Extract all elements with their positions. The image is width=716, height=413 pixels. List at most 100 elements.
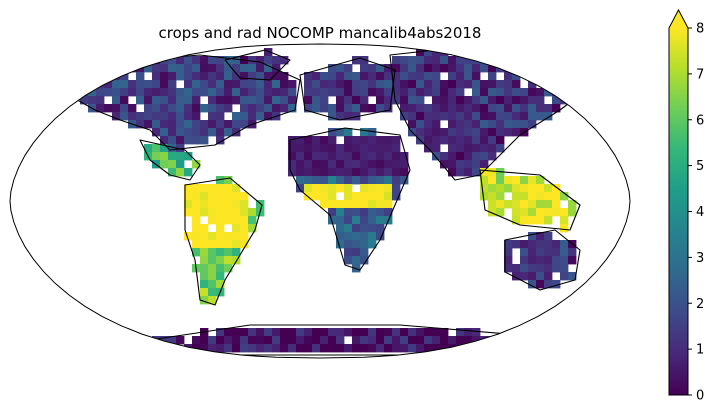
grid-cell	[192, 88, 201, 97]
grid-cell	[392, 80, 401, 89]
grid-cell	[344, 80, 353, 89]
grid-cell	[488, 344, 497, 353]
grid-cell	[304, 144, 313, 153]
grid-cell	[384, 136, 393, 145]
grid-cell	[384, 200, 393, 209]
grid-cell	[512, 104, 521, 113]
grid-cell	[536, 272, 545, 281]
grid-cell	[320, 80, 329, 89]
grid-cell	[104, 64, 113, 73]
grid-cell	[216, 200, 225, 209]
grid-cell	[208, 120, 217, 129]
grid-cell	[328, 336, 337, 345]
grid-cell	[360, 72, 369, 81]
grid-cell	[184, 232, 193, 241]
grid-cell	[568, 256, 577, 265]
grid-cell	[544, 184, 553, 193]
grid-cell	[336, 168, 345, 177]
grid-cell	[552, 256, 561, 265]
grid-cell	[256, 64, 265, 73]
grid-cell	[448, 96, 457, 105]
grid-cell	[480, 96, 489, 105]
grid-cell	[528, 256, 537, 265]
grid-cell	[464, 168, 473, 177]
grid-cell	[192, 240, 201, 249]
grid-cell	[392, 168, 401, 177]
grid-cell	[224, 216, 233, 225]
grid-cell	[392, 160, 401, 169]
grid-cell	[192, 224, 201, 233]
grid-cell	[448, 120, 457, 129]
grid-cell	[368, 136, 377, 145]
grid-cell	[96, 72, 105, 81]
grid-cell	[464, 112, 473, 121]
grid-cell	[376, 336, 385, 345]
grid-cell	[384, 80, 393, 89]
grid-cell	[376, 96, 385, 105]
grid-cell	[352, 232, 361, 241]
grid-cell	[200, 248, 209, 257]
grid-cell	[200, 192, 209, 201]
grid-cell	[200, 280, 209, 289]
grid-cell	[64, 88, 73, 97]
grid-cell	[512, 112, 521, 121]
grid-cell	[168, 136, 177, 145]
grid-cell	[536, 200, 545, 209]
grid-cell	[248, 56, 257, 65]
grid-cell	[224, 184, 233, 193]
grid-cell	[160, 120, 169, 129]
grid-cell	[152, 64, 161, 73]
grid-cell	[448, 88, 457, 97]
grid-cell	[272, 96, 281, 105]
grid-cell	[336, 72, 345, 81]
grid-cell	[560, 88, 569, 97]
grid-cell	[208, 64, 217, 73]
grid-cell	[344, 72, 353, 81]
grid-cell	[400, 80, 409, 89]
grid-cell	[232, 240, 241, 249]
grid-cell	[496, 104, 505, 113]
grid-cell	[160, 64, 169, 73]
grid-cell	[352, 192, 361, 201]
grid-cell	[464, 152, 473, 161]
grid-cell	[120, 96, 129, 105]
grid-cell	[352, 56, 361, 65]
grid-cell	[352, 256, 361, 265]
grid-cell	[280, 328, 289, 337]
grid-cell	[552, 248, 561, 257]
grid-cell	[368, 240, 377, 249]
grid-cell	[520, 208, 529, 217]
grid-cell	[488, 128, 497, 137]
grid-cell	[456, 144, 465, 153]
grid-cell	[80, 88, 89, 97]
grid-cell	[432, 112, 441, 121]
grid-cell	[472, 328, 481, 337]
grid-cell	[296, 184, 305, 193]
grid-cell	[336, 224, 345, 233]
grid-cell	[528, 280, 537, 289]
grid-cell	[104, 80, 113, 89]
grid-cell	[552, 264, 561, 273]
grid-cell	[264, 88, 273, 97]
grid-cell	[544, 192, 553, 201]
grid-cell	[520, 112, 529, 121]
grid-cell	[96, 96, 105, 105]
grid-cell	[216, 344, 225, 353]
grid-cell	[288, 168, 297, 177]
grid-cell	[232, 256, 241, 265]
grid-cell	[200, 232, 209, 241]
grid-cell	[392, 64, 401, 73]
grid-cell	[368, 224, 377, 233]
grid-cell	[304, 184, 313, 193]
grid-cell	[256, 56, 265, 65]
grid-cell	[240, 216, 249, 225]
grid-cell	[416, 48, 425, 57]
grid-cell	[336, 128, 345, 137]
grid-cell	[328, 64, 337, 73]
grid-cell	[488, 168, 497, 177]
grid-cell	[400, 96, 409, 105]
grid-cell	[192, 160, 201, 169]
grid-cell	[200, 288, 209, 297]
grid-cell	[528, 120, 537, 129]
grid-cell	[496, 112, 505, 121]
